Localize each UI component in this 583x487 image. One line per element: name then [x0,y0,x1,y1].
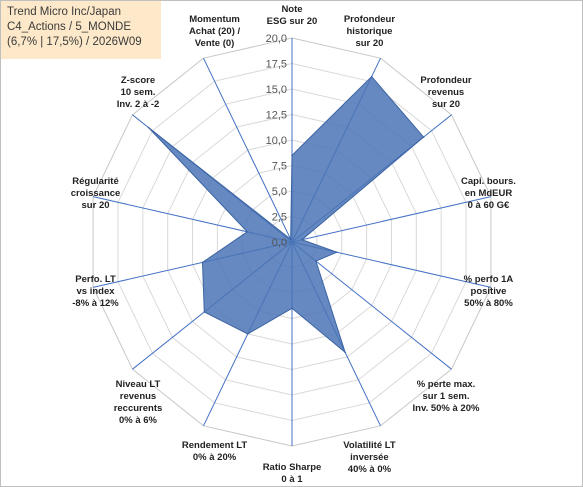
series-point [203,311,206,313]
axis-label-line: Inv. 2 à -2 [117,99,160,110]
axis-label-line: en MdEUR [465,188,513,199]
axis-label: Note ESG sur 20 [267,4,318,27]
axis-label-line: 0% à 6% [119,415,158,426]
axis-label-line: sur 20 [82,200,110,211]
axis-label-line: 0 à 60 G€ [468,200,510,211]
tick-label: 5,0 [272,186,287,198]
tick-label: 15,0 [266,84,287,96]
axis-label-line: Volatilité LT [343,440,396,451]
tick-label: 2,5 [272,212,287,224]
axis-label-line: revenus [428,87,464,98]
axis-label-line: 40% à 0% [348,464,392,475]
axis-label-line: % perfo 1A [464,274,514,285]
axis-label-line: 0 à 1 [281,474,303,485]
axis-label: Perfo. LT vs index -8% à 12% [72,274,119,309]
series-point [344,351,346,354]
axis-label-line: Note [281,4,302,15]
tick-label: 17,5 [266,59,287,71]
axis-label-line: vs index [77,286,116,297]
axis-label-line: ESG sur 20 [267,16,318,27]
series-point [370,75,373,78]
axis-label: % perfo 1A positive 50% à 80% [464,274,514,309]
axis-label-line: 50% à 80% [464,298,513,309]
series-point [301,238,303,241]
axis-label: Niveau LT revenus reccurents 0% à 6% [114,379,163,426]
tick-label: 20,0 [266,33,287,45]
axis-label: Rendement LT 0% à 20% [182,440,247,463]
tick-label: 10,0 [266,135,287,147]
axis-label-line: Ratio Sharpe [263,462,322,473]
axis-label-line: sur 20 [355,38,383,49]
series-point [422,136,425,138]
axis-label-line: revenus [120,391,156,402]
axis-label-line: 0% à 20% [193,452,237,463]
axis-label-line: Niveau LT [116,379,161,390]
axis-label-line: inversée [350,452,389,463]
axis-label: Z-score 10 sem. Inv. 2 à -2 [117,75,160,110]
axis-label: Régularité croissance sur 20 [71,176,121,211]
axis-label-line: -8% à 12% [72,298,119,309]
axis-label-line: positive [471,286,507,297]
axis-label: Capi. bours. en MdEUR 0 à 60 G€ [461,176,516,211]
radar-spoke [203,57,293,243]
axis-label: Profondeur revenus sur 20 [420,75,471,110]
axis-label-line: Z-score [121,75,155,86]
series-point [246,230,249,233]
axis-label: Ratio Sharpe 0 à 1 [263,462,322,485]
series-point [335,251,338,254]
title-line-3: (6,7% | 17,5%) / 2026W09 [7,36,142,48]
series-point [291,154,293,157]
series-point [289,238,292,241]
axis-label: Volatilité LT inversée 40% à 0% [343,440,396,475]
axis-label-line: croissance [71,188,121,199]
axis-label-line: historique [346,26,392,37]
radar-axis-labels: Note ESG sur 20 Profondeur historique sur 20… [71,4,516,485]
axis-label-line: Profondeur [344,14,395,25]
tick-label: 7,5 [272,161,287,173]
chart-title-box: Trend Micro Inc/Japan C4_Actions / 5_MON… [1,1,161,59]
title-line-1: Trend Micro Inc/Japan [7,6,121,18]
axis-label: % perte max. sur 1 sem. Inv. 50% à 20% [413,379,480,414]
radar-spoke [291,241,452,370]
series-point [315,260,317,262]
axis-label-line: 10 sem. [121,87,156,98]
axis-label-line: Capi. bours. [461,176,516,187]
axis-label-line: Achat (20) / [189,26,241,37]
axis-label-line: reccurents [114,403,163,414]
radar-spoke [291,196,492,243]
axis-label-line: Momentum [189,14,240,25]
title-line-2: C4_Actions / 5_MONDE [7,21,131,33]
axis-label-line: Profondeur [420,75,471,86]
series-point [246,333,249,335]
axis-label-line: Régularité [72,176,118,187]
axis-label-line: Perfo. LT [75,274,116,285]
series-point [201,261,204,264]
tick-label: 0,0 [272,237,287,249]
axis-label-line: sur 20 [432,99,460,110]
tick-label: 12,5 [266,110,287,122]
axis-label-line: Inv. 50% à 20% [413,403,480,414]
axis-label: Momentum Achat (20) / Vente (0) [189,14,241,49]
axis-label: Profondeur historique sur 20 [344,14,395,49]
series-point [147,126,150,129]
axis-label-line: Rendement LT [182,440,247,451]
axis-label-line: Vente (0) [195,38,235,49]
axis-label-line: sur 1 sem. [423,391,470,402]
series-point [291,307,293,310]
radar-series [147,75,425,354]
radar-tick-labels: 0,0 2,5 5,0 7,5 10,0 12,5 15,0 17,5 20,0 [266,33,287,249]
axis-label-line: % perte max. [417,379,476,390]
